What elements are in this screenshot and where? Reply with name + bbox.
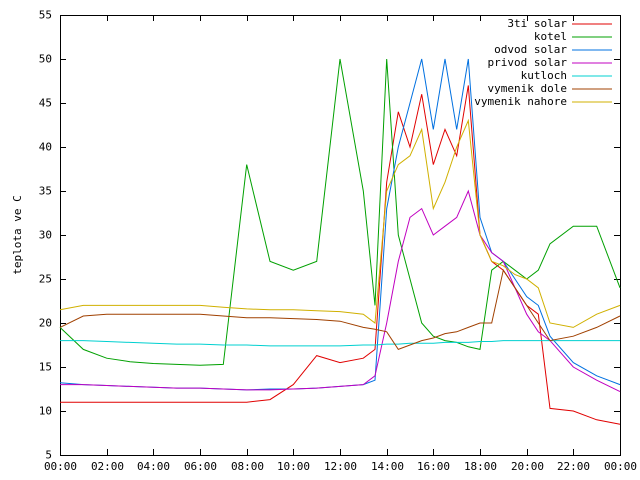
legend-label: kutloch: [521, 69, 567, 82]
series-line: [59, 268, 621, 351]
legend-label: vymenik dole: [488, 82, 567, 95]
y-tick-label: 5: [45, 449, 52, 462]
y-tick-label: 25: [39, 273, 52, 286]
legend-label: 3ti solar: [507, 17, 567, 30]
series-line: [59, 58, 621, 366]
y-tick-label: 45: [39, 97, 52, 110]
x-tick-label: 04:00: [137, 460, 170, 473]
y-tick-label: 20: [39, 317, 52, 330]
legend-label: odvod solar: [494, 43, 567, 56]
y-tick-label: 40: [39, 141, 52, 154]
y-axis-label: teplota ve C: [11, 195, 24, 274]
x-tick-label: 06:00: [184, 460, 217, 473]
x-tick-label: 16:00: [417, 460, 450, 473]
x-tick-label: 22:00: [557, 460, 590, 473]
y-tick-label: 10: [39, 405, 52, 418]
x-tick-label: 00:00: [604, 460, 637, 473]
y-tick-label: 30: [39, 229, 52, 242]
series-line: [60, 340, 620, 347]
series-line: [60, 85, 621, 425]
y-tick-label: 55: [39, 9, 52, 22]
y-tick-label: 35: [39, 185, 52, 198]
y-tick-label: 15: [39, 361, 52, 374]
y-tick-label: 50: [39, 53, 52, 66]
series-line: [60, 189, 621, 393]
legend-label: kotel: [534, 30, 567, 43]
x-tick-label: 10:00: [277, 460, 310, 473]
x-tick-label: 08:00: [231, 460, 264, 473]
x-tick-label: 18:00: [464, 460, 497, 473]
x-tick-label: 20:00: [511, 460, 544, 473]
legend-label: vymenik nahore: [474, 95, 567, 108]
x-tick-label: 02:00: [91, 460, 124, 473]
series-line: [59, 118, 621, 328]
x-tick-label: 12:00: [324, 460, 357, 473]
x-tick-label: 00:00: [44, 460, 77, 473]
legend-label: privod solar: [488, 56, 568, 69]
x-tick-label: 14:00: [371, 460, 404, 473]
